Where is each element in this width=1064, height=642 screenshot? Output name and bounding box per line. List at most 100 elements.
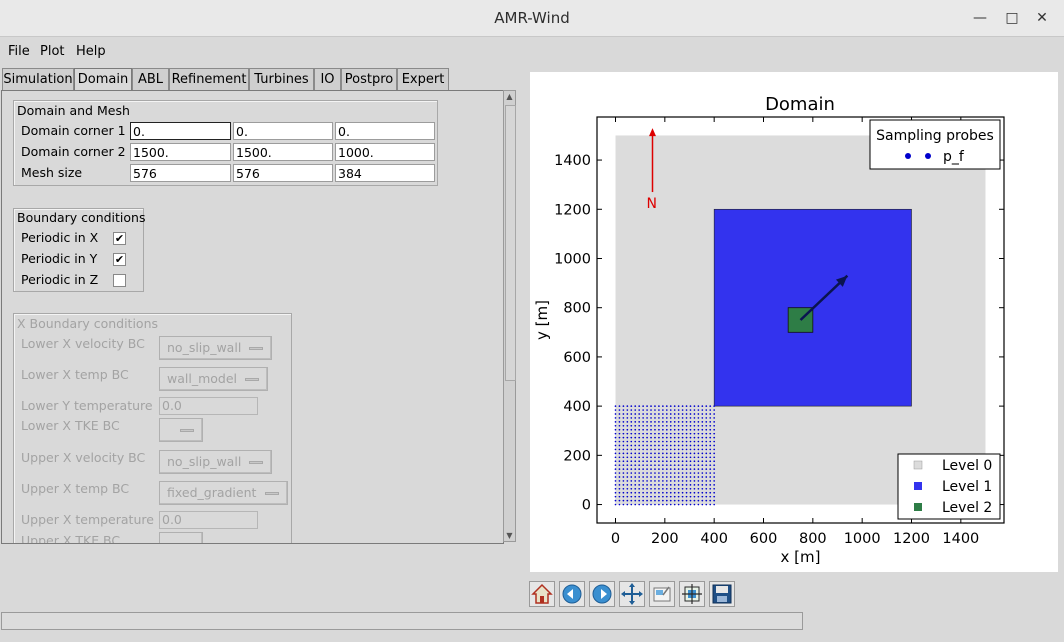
probe-point xyxy=(681,421,684,423)
probe-point xyxy=(622,464,625,467)
probe-point xyxy=(622,409,625,411)
lower-y-temperature-input[interactable]: 0.0 xyxy=(159,397,258,415)
probe-point xyxy=(673,409,676,411)
probe-point xyxy=(673,424,676,427)
probe-point xyxy=(669,413,672,415)
periodic-x-checkbox[interactable]: ✔ xyxy=(113,232,126,245)
probe-point xyxy=(701,495,704,498)
probe-point xyxy=(634,460,637,463)
tab-io[interactable]: IO xyxy=(314,68,341,90)
periodic-y-checkbox[interactable]: ✔ xyxy=(113,253,126,266)
probe-point xyxy=(713,440,716,443)
scrollbar-thumb[interactable] xyxy=(505,105,516,381)
probe-point xyxy=(665,409,668,411)
tab-turbines[interactable]: Turbines xyxy=(249,68,314,90)
probe-point xyxy=(685,436,688,439)
probe-point xyxy=(646,476,648,478)
probe-point xyxy=(713,456,716,459)
x-boundary-conditions-title: X Boundary conditions xyxy=(17,316,159,331)
maximize-icon[interactable]: □ xyxy=(1005,10,1019,26)
probe-point xyxy=(669,491,672,494)
probe-point xyxy=(705,428,708,431)
level2-legend-swatch xyxy=(914,503,922,511)
probe-point xyxy=(662,464,664,467)
y-tick-label: 800 xyxy=(563,301,591,317)
probe-point xyxy=(630,428,633,431)
probe-point xyxy=(689,456,692,459)
forward-button[interactable] xyxy=(589,581,615,607)
scroll-down-icon[interactable]: ▼ xyxy=(506,531,513,540)
domain-corner2-y-input[interactable]: 1500. xyxy=(233,143,333,161)
mesh-size-x-input[interactable]: 576 xyxy=(130,164,231,182)
minimize-icon[interactable]: — xyxy=(973,10,987,26)
tab-abl[interactable]: ABL xyxy=(132,68,169,90)
probe-point xyxy=(673,460,676,463)
probe-point xyxy=(618,503,621,506)
close-icon[interactable]: ✕ xyxy=(1036,10,1048,26)
probe-point xyxy=(626,421,629,423)
mesh-size-y-input[interactable]: 576 xyxy=(233,164,333,182)
tab-refinement[interactable]: Refinement xyxy=(169,68,249,90)
lower-x-tke-select[interactable] xyxy=(159,418,203,442)
probe-point xyxy=(673,503,676,506)
periodic-z-checkbox[interactable] xyxy=(113,274,126,287)
tab-expert[interactable]: Expert xyxy=(397,68,449,90)
pan-button[interactable] xyxy=(619,581,645,607)
tab-simulation[interactable]: Simulation xyxy=(2,68,74,90)
scroll-up-icon[interactable]: ▲ xyxy=(506,92,513,101)
probe-point xyxy=(642,409,644,411)
probe-point xyxy=(665,460,668,463)
probe-point xyxy=(693,472,696,474)
probe-point xyxy=(630,468,633,470)
probe-point xyxy=(689,484,692,486)
probe-point xyxy=(658,503,660,506)
lower-x-velocity-select[interactable]: no_slip_wall xyxy=(159,336,272,360)
probe-point xyxy=(669,448,672,451)
probe-point xyxy=(665,456,668,459)
save-figure-button[interactable] xyxy=(709,581,735,607)
probe-point xyxy=(673,413,676,415)
domain-corner2-x-input[interactable]: 1500. xyxy=(130,143,231,161)
mesh-size-z-input[interactable]: 384 xyxy=(335,164,435,182)
upper-x-temperature-input[interactable]: 0.0 xyxy=(159,511,258,529)
x-tick-label: 400 xyxy=(700,531,728,547)
probe-point xyxy=(642,452,644,455)
probe-point xyxy=(681,495,684,498)
domain-corner1-x-input[interactable]: 0. xyxy=(130,122,231,140)
domain-corner2-z-input[interactable]: 1000. xyxy=(335,143,435,161)
probe-point xyxy=(638,448,641,451)
upper-x-temp-select[interactable]: fixed_gradient xyxy=(159,481,288,505)
probe-point xyxy=(705,444,708,447)
probe-point xyxy=(701,480,704,482)
probe-point xyxy=(658,491,660,494)
zoom-button[interactable] xyxy=(649,581,675,607)
probe-point xyxy=(626,491,629,494)
probe-point xyxy=(626,413,629,415)
home-button[interactable] xyxy=(529,581,555,607)
tab-domain[interactable]: Domain xyxy=(74,68,132,91)
probe-point xyxy=(658,436,660,439)
domain-corner1-y-input[interactable]: 0. xyxy=(233,122,333,140)
menu-plot[interactable]: Plot xyxy=(40,44,65,59)
tab-postpro[interactable]: Postpro xyxy=(341,68,397,90)
menu-file[interactable]: File xyxy=(8,44,30,59)
probe-point xyxy=(669,456,672,459)
lower-x-temp-select[interactable]: wall_model xyxy=(159,367,268,391)
configure-subplots-button[interactable] xyxy=(679,581,705,607)
lower-x-velocity-value: no_slip_wall xyxy=(167,340,242,355)
probe-point xyxy=(701,448,704,451)
probe-point xyxy=(634,432,637,435)
panel-scrollbar[interactable]: ▲ ▼ xyxy=(503,90,516,542)
probe-point xyxy=(701,409,704,411)
probe-point xyxy=(630,503,633,506)
menu-help[interactable]: Help xyxy=(76,44,106,59)
probe-point xyxy=(654,484,656,486)
probe-point xyxy=(705,503,708,506)
probe-point xyxy=(634,405,637,407)
upper-x-velocity-select[interactable]: no_slip_wall xyxy=(159,450,272,474)
domain-corner1-z-input[interactable]: 0. xyxy=(335,122,435,140)
upper-x-tke-select[interactable] xyxy=(159,532,203,543)
x-tick-label: 1000 xyxy=(844,531,881,547)
back-button[interactable] xyxy=(559,581,585,607)
probe-point xyxy=(658,417,660,419)
